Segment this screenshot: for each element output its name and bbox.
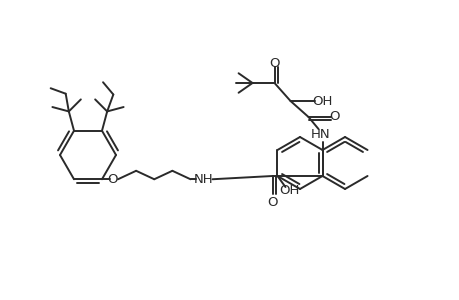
- Text: OH: OH: [279, 184, 299, 196]
- Text: O: O: [269, 56, 279, 70]
- Text: O: O: [107, 173, 118, 186]
- Text: HN: HN: [310, 128, 330, 142]
- Text: O: O: [267, 196, 277, 208]
- Text: O: O: [329, 110, 339, 124]
- Text: OH: OH: [312, 94, 332, 107]
- Text: NH: NH: [193, 173, 213, 186]
